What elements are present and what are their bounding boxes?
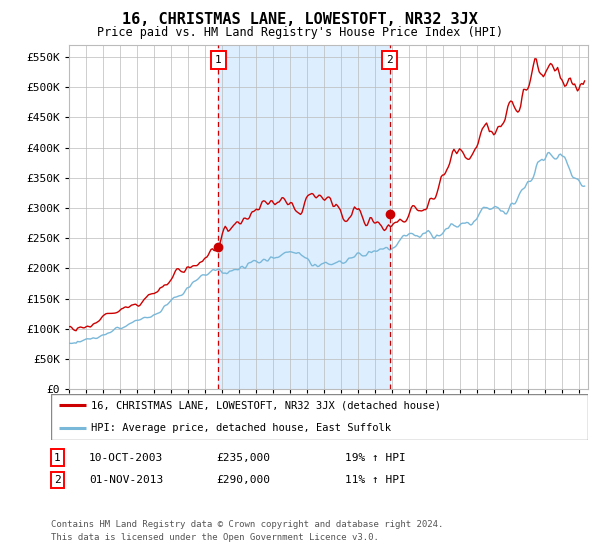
- Text: Price paid vs. HM Land Registry's House Price Index (HPI): Price paid vs. HM Land Registry's House …: [97, 26, 503, 39]
- Bar: [218, 45, 389, 389]
- Text: 16, CHRISTMAS LANE, LOWESTOFT, NR32 3JX (detached house): 16, CHRISTMAS LANE, LOWESTOFT, NR32 3JX …: [91, 400, 441, 410]
- Text: 2: 2: [386, 55, 393, 66]
- Text: HPI: Average price, detached house, East Suffolk: HPI: Average price, detached house, East…: [91, 423, 391, 433]
- Text: £235,000: £235,000: [216, 452, 270, 463]
- Text: 19% ↑ HPI: 19% ↑ HPI: [345, 452, 406, 463]
- Text: £290,000: £290,000: [216, 475, 270, 485]
- Text: 16, CHRISTMAS LANE, LOWESTOFT, NR32 3JX: 16, CHRISTMAS LANE, LOWESTOFT, NR32 3JX: [122, 12, 478, 27]
- Text: Contains HM Land Registry data © Crown copyright and database right 2024.: Contains HM Land Registry data © Crown c…: [51, 520, 443, 529]
- Text: 01-NOV-2013: 01-NOV-2013: [89, 475, 163, 485]
- FancyBboxPatch shape: [51, 394, 588, 440]
- Text: 11% ↑ HPI: 11% ↑ HPI: [345, 475, 406, 485]
- Text: 1: 1: [215, 55, 222, 66]
- Text: 2: 2: [54, 475, 61, 485]
- Text: 1: 1: [54, 452, 61, 463]
- Text: This data is licensed under the Open Government Licence v3.0.: This data is licensed under the Open Gov…: [51, 533, 379, 542]
- Text: 10-OCT-2003: 10-OCT-2003: [89, 452, 163, 463]
